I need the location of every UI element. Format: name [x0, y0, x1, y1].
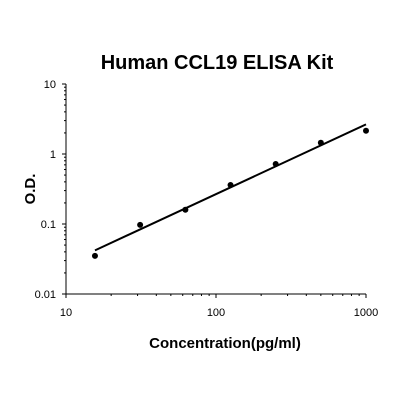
data-point	[272, 160, 279, 167]
y-ticks: 10 1 0.1 0.01	[35, 79, 66, 301]
data-point	[227, 182, 234, 189]
data-point	[363, 127, 369, 134]
data-point	[317, 139, 324, 146]
y-tick-label: 10	[44, 79, 56, 91]
data-points	[91, 127, 369, 259]
data-point	[137, 221, 144, 228]
chart-title: Human CCL19 ELISA Kit	[101, 52, 334, 74]
x-axis-label: Concentration(pg/ml)	[149, 335, 301, 352]
y-axis-label: O.D.	[22, 174, 39, 205]
y-tick-label: 1	[50, 149, 56, 161]
axes	[65, 84, 366, 295]
data-point	[91, 252, 98, 259]
x-tick-label: 10	[60, 307, 72, 319]
x-ticks: 10 100 1000	[60, 294, 378, 319]
data-point	[182, 206, 189, 213]
x-tick-label: 1000	[354, 307, 378, 319]
y-tick-label: 0.1	[41, 219, 56, 231]
x-tick-label: 100	[207, 307, 225, 319]
y-tick-label: 0.01	[35, 289, 56, 301]
